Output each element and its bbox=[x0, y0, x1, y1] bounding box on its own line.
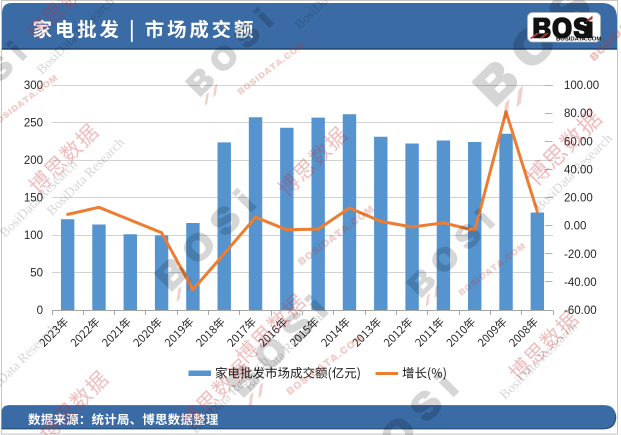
svg-text:0.00: 0.00 bbox=[564, 221, 586, 233]
svg-text:80.00: 80.00 bbox=[564, 108, 593, 120]
svg-text:40.00: 40.00 bbox=[564, 165, 593, 177]
svg-text:-20.00: -20.00 bbox=[564, 249, 597, 261]
svg-text:150: 150 bbox=[24, 193, 43, 205]
svg-text:100.00: 100.00 bbox=[564, 80, 599, 92]
svg-text:250: 250 bbox=[24, 118, 43, 130]
svg-text:0: 0 bbox=[37, 305, 43, 317]
svg-text:BOSIDATA.COM: BOSIDATA.COM bbox=[556, 36, 601, 42]
svg-text:20.00: 20.00 bbox=[564, 193, 593, 205]
svg-text:200: 200 bbox=[24, 155, 43, 167]
svg-text:60.00: 60.00 bbox=[564, 136, 593, 148]
svg-text:100: 100 bbox=[24, 230, 43, 242]
svg-text:-60.00: -60.00 bbox=[564, 305, 597, 317]
svg-text:50: 50 bbox=[30, 268, 43, 280]
svg-text:-40.00: -40.00 bbox=[564, 277, 597, 289]
svg-text:300: 300 bbox=[24, 80, 43, 92]
